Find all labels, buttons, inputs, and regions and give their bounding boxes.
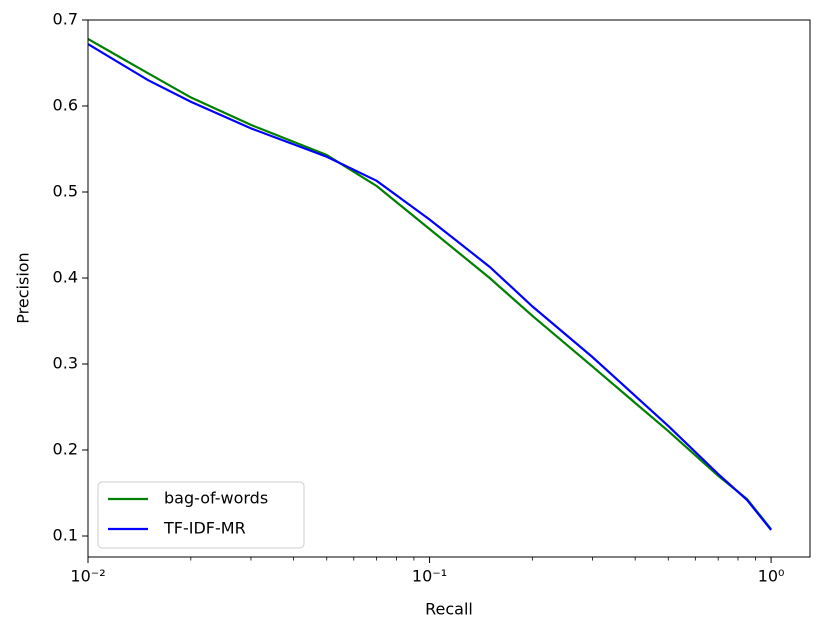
x-tick-label: 10⁻¹ <box>412 567 447 586</box>
y-tick-label: 0.2 <box>53 440 78 459</box>
legend-box <box>97 481 305 549</box>
line <box>87 37 772 530</box>
x-tick-label: 10⁰ <box>758 567 785 586</box>
y-tick-label: 0.6 <box>53 96 78 115</box>
x-tick-label: 10⁻² <box>70 567 105 586</box>
y-axis-label: Precision <box>14 252 33 323</box>
x-axis-label: Recall <box>425 600 473 619</box>
y-tick-label: 0.1 <box>53 526 78 545</box>
y-tick-label: 0.5 <box>53 182 78 201</box>
plot-frame <box>87 19 811 558</box>
legend-label: TF-IDF-MR <box>163 519 246 538</box>
y-tick-label: 0.3 <box>53 354 78 373</box>
y-tick-label: 0.4 <box>53 268 78 287</box>
line <box>87 43 772 531</box>
y-tick-label: 0.7 <box>53 10 78 29</box>
legend-label: bag-of-words <box>164 489 268 508</box>
